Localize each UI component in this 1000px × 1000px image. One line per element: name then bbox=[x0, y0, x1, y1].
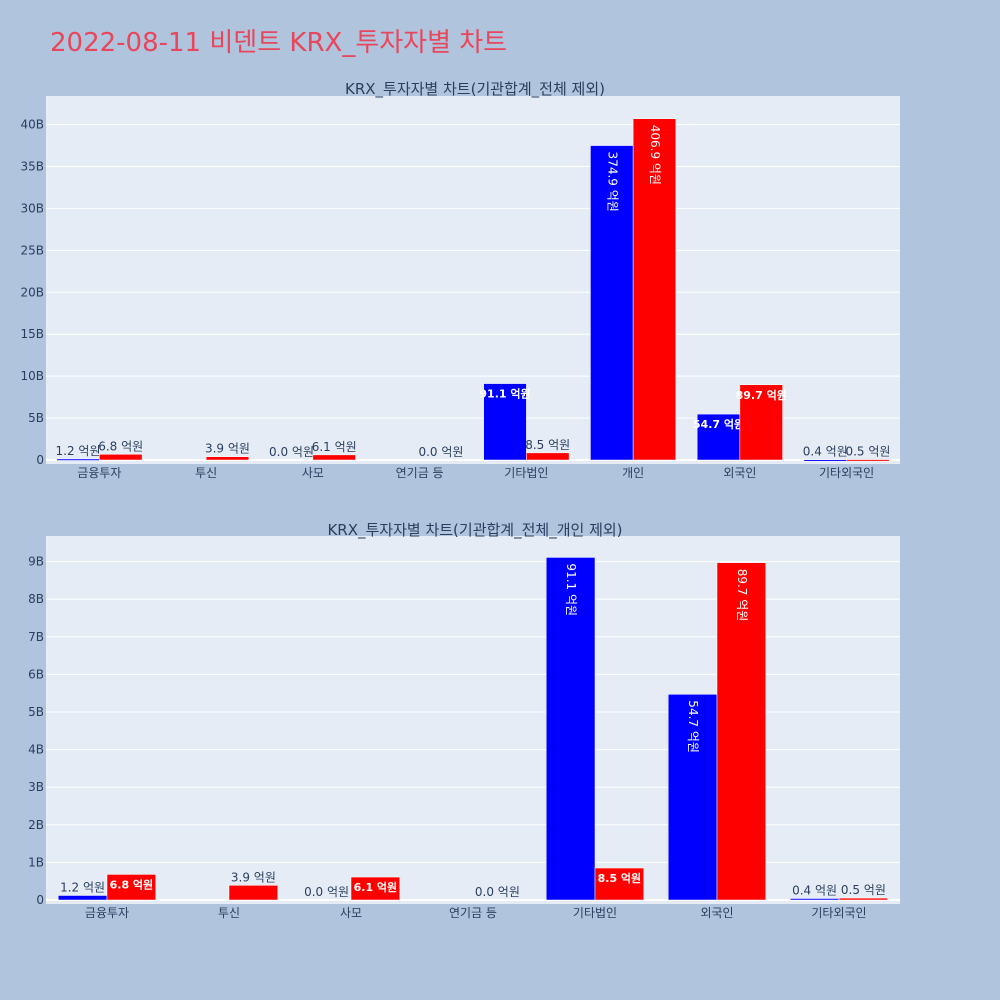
bar bbox=[526, 452, 570, 461]
data-label: 8.5 억원 bbox=[598, 871, 642, 885]
x-tick-label: 개인 bbox=[622, 466, 644, 480]
y-tick-label: 4B bbox=[28, 743, 44, 757]
bar bbox=[716, 562, 767, 901]
bar bbox=[545, 557, 596, 901]
bar bbox=[106, 874, 157, 901]
x-tick-label: 투신 bbox=[218, 906, 240, 920]
bar bbox=[57, 895, 108, 901]
y-tick-label: 15B bbox=[20, 327, 44, 341]
data-label: 54.7 억원 bbox=[686, 700, 700, 753]
y-tick-label: 8B bbox=[28, 592, 44, 606]
data-label: 54.7 억원 bbox=[693, 417, 744, 431]
bar bbox=[838, 897, 889, 901]
bar bbox=[205, 456, 250, 461]
page-title: 2022-08-11 비덴트 KRX_투자자별 차트 bbox=[50, 28, 508, 58]
chart-1: KRX_투자자별 차트(기관합계_전체 제외) 0 5B 10B 15B 20B 25B 30… bbox=[20, 80, 900, 480]
plot-area bbox=[46, 536, 900, 904]
y-tick-label: 6B bbox=[28, 667, 44, 681]
data-label: 3.9 억원 bbox=[205, 442, 250, 456]
y-tick-label: 7B bbox=[28, 630, 44, 644]
bar bbox=[56, 458, 100, 461]
chart-title: KRX_투자자별 차트(기관합계_전체 제외) bbox=[345, 80, 605, 99]
chart-title: KRX_투자자별 차트(기관합계_전체_개인 제외) bbox=[327, 521, 622, 540]
y-tick-label: 30B bbox=[20, 201, 44, 215]
x-tick-label: 기타법인 bbox=[573, 906, 617, 920]
y-tick-label: 10B bbox=[20, 369, 44, 383]
x-tick-label: 사모 bbox=[340, 906, 362, 920]
x-tick-label: 금융투자 bbox=[85, 906, 129, 920]
data-label: 89.7 억원 bbox=[735, 569, 749, 622]
data-label: 3.9 억원 bbox=[231, 870, 276, 884]
data-label: 6.1 억원 bbox=[312, 440, 357, 454]
x-tick-label: 금융투자 bbox=[77, 466, 121, 480]
data-label: 0.4 억원 bbox=[792, 883, 837, 897]
bar bbox=[696, 413, 741, 461]
chart-2: KRX_투자자별 차트(기관합계_전체_개인 제외) 0 1B 2B 3B 4B 5B 6B 7… bbox=[28, 521, 900, 920]
bar bbox=[312, 454, 356, 461]
y-tick-label: 1B bbox=[28, 855, 44, 869]
y-tick-label: 20B bbox=[20, 285, 44, 299]
bar bbox=[594, 867, 645, 901]
x-tick-label: 기타외국인 bbox=[811, 906, 866, 920]
data-label: 0.0 억원 bbox=[304, 885, 349, 899]
y-tick-label: 40B bbox=[20, 118, 44, 132]
data-label: 6.8 억원 bbox=[98, 439, 143, 453]
data-label: 0.5 억원 bbox=[841, 883, 886, 897]
x-tick-label: 연기금 등 bbox=[396, 466, 444, 480]
y-tick-label: 3B bbox=[28, 780, 44, 794]
data-label: 374.9 억원 bbox=[605, 152, 619, 212]
y-tick-label: 0 bbox=[36, 453, 44, 467]
data-label: 8.5 억원 bbox=[525, 438, 570, 452]
data-label: 1.2 억원 bbox=[56, 444, 101, 458]
x-tick-label: 연기금 등 bbox=[449, 906, 497, 920]
data-label: 406.9 억원 bbox=[648, 125, 662, 185]
bar bbox=[846, 459, 890, 462]
data-label: 89.7 억원 bbox=[736, 388, 787, 402]
bar bbox=[99, 454, 143, 461]
y-tick-label: 5B bbox=[28, 705, 44, 719]
y-tick-label: 5B bbox=[28, 411, 44, 425]
bar bbox=[632, 118, 677, 461]
data-label: 0.0 억원 bbox=[475, 885, 520, 899]
x-tick-label: 외국인 bbox=[723, 466, 756, 480]
bar bbox=[350, 876, 401, 901]
data-label: 0.5 억원 bbox=[845, 445, 890, 459]
data-label: 0.0 억원 bbox=[418, 445, 463, 459]
bar bbox=[228, 885, 279, 901]
y-tick-label: 35B bbox=[20, 159, 44, 173]
bar bbox=[739, 384, 783, 461]
x-tick-label: 외국인 bbox=[700, 906, 733, 920]
x-tick-label: 기타법인 bbox=[504, 466, 548, 480]
y-tick-label: 2B bbox=[28, 818, 44, 832]
data-label: 91.1 억원 bbox=[479, 387, 530, 401]
bar bbox=[803, 459, 847, 462]
y-tick-label: 0 bbox=[36, 893, 44, 907]
bar bbox=[483, 383, 527, 461]
bar bbox=[789, 898, 840, 901]
data-label: 91.1 억원 bbox=[564, 563, 578, 616]
x-tick-label: 투신 bbox=[195, 466, 217, 480]
data-label: 6.1 억원 bbox=[354, 880, 398, 894]
x-tick-label: 사모 bbox=[302, 466, 324, 480]
x-tick-label: 기타외국인 bbox=[819, 466, 874, 480]
data-label: 1.2 억원 bbox=[60, 880, 105, 894]
data-label: 0.0 억원 bbox=[269, 445, 314, 459]
y-tick-label: 25B bbox=[20, 243, 44, 257]
data-label: 6.8 억원 bbox=[110, 877, 154, 891]
y-tick-label: 9B bbox=[28, 555, 44, 569]
data-label: 0.4 억원 bbox=[803, 445, 848, 459]
bar bbox=[667, 694, 718, 901]
